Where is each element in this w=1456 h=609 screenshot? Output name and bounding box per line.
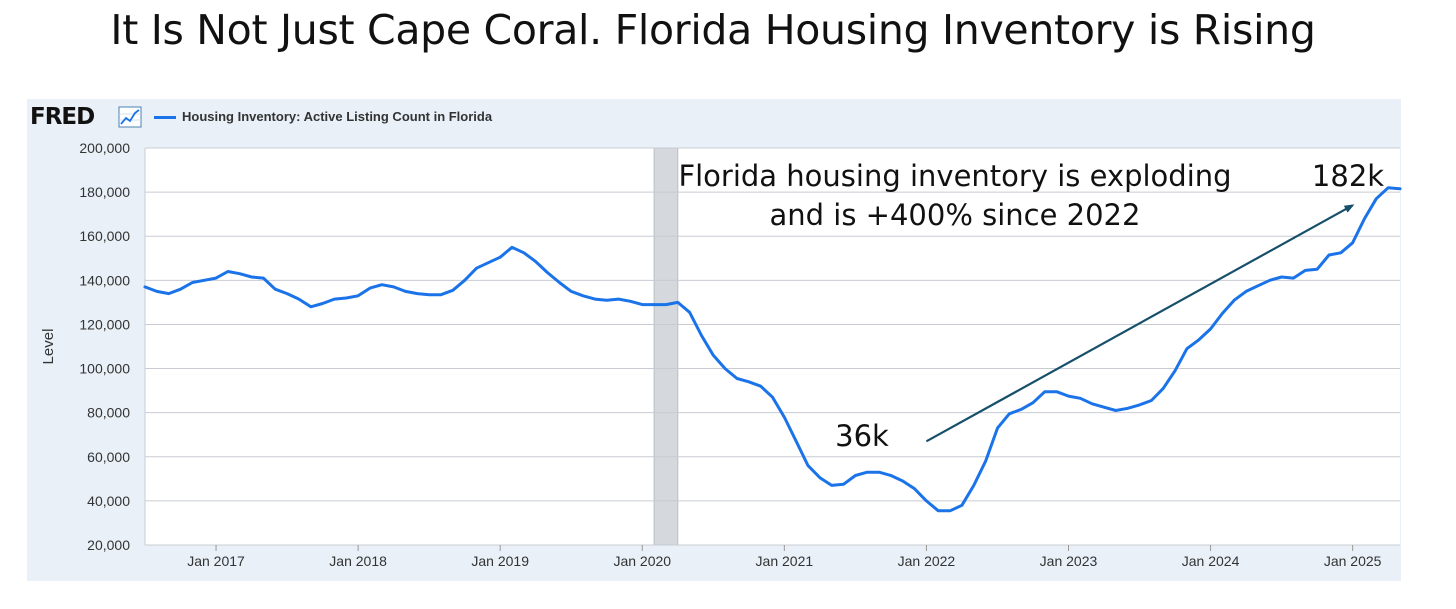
x-tick-label: Jan 2023 — [1040, 553, 1098, 569]
x-tick-label: Jan 2018 — [329, 553, 387, 569]
x-tick-label: Jan 2020 — [613, 553, 671, 569]
trend-chart-icon — [118, 106, 142, 128]
fred-logo: FRED — [30, 104, 95, 130]
y-tick-label: 100,000 — [79, 361, 130, 377]
y-tick-label: 200,000 — [79, 140, 130, 156]
x-tick-label: Jan 2019 — [471, 553, 529, 569]
x-tick-label: Jan 2024 — [1182, 553, 1240, 569]
y-tick-label: 180,000 — [79, 184, 130, 200]
trend-arrow — [925, 204, 1355, 443]
x-tick-label: Jan 2017 — [187, 553, 245, 569]
y-tick-label: 80,000 — [87, 405, 130, 421]
series-line — [143, 186, 1402, 513]
y-axis-label: Level — [40, 329, 57, 365]
x-tick-label: Jan 2025 — [1324, 553, 1382, 569]
x-tick-label: Jan 2021 — [756, 553, 814, 569]
high-point-label: 182k — [1312, 159, 1384, 193]
low-point-label: 36k — [835, 419, 889, 453]
y-tick-label: 160,000 — [79, 228, 130, 244]
y-tick-label: 60,000 — [87, 449, 130, 465]
legend-swatch — [154, 116, 176, 119]
x-tick-label: Jan 2022 — [898, 553, 956, 569]
y-tick-label: 40,000 — [87, 493, 130, 509]
headline-line-1: Florida housing inventory is exploding — [678, 159, 1231, 193]
headline-line-2: and is +400% since 2022 — [770, 198, 1141, 232]
y-tick-label: 120,000 — [79, 316, 130, 332]
y-tick-label: 20,000 — [87, 537, 130, 553]
recession-shade — [653, 147, 679, 546]
y-tick-label: 140,000 — [79, 272, 130, 288]
legend-label: Housing Inventory: Active Listing Count … — [182, 109, 493, 124]
page-title: It Is Not Just Cape Coral. Florida Housi… — [110, 6, 1316, 54]
